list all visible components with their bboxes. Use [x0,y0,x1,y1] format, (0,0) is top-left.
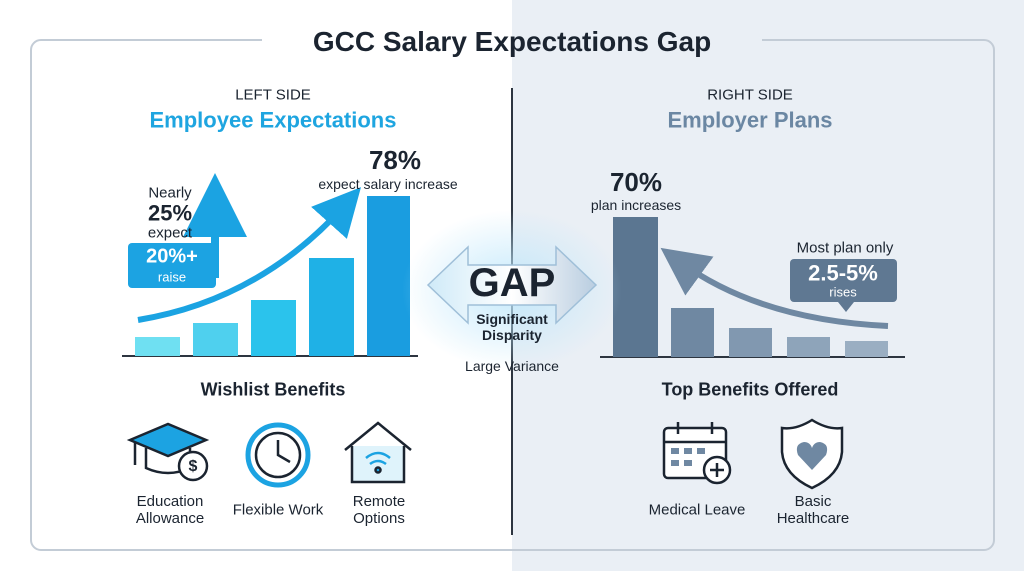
left-bars [122,196,418,357]
callout-prefix: Most plan only [796,239,894,257]
bar [309,258,354,356]
gap-label: GAP [468,261,556,305]
badge-value: 2.5-5% [808,260,878,286]
right-badge [790,259,897,302]
benefit-label: Education Allowance [135,492,205,527]
icon-education: $ [126,422,210,482]
bar [845,341,888,357]
badge-text: rises [829,284,857,300]
title: GCC Salary Expectations Gap [312,25,712,57]
callout-value: 25% [147,200,193,226]
headline-value: 70% [609,167,663,198]
title-background-right [512,22,762,62]
heading: Employer Plans [667,107,833,133]
gap-subtitle: Significant Disparity [476,310,548,343]
bar [671,308,714,357]
headline-value: 78% [368,145,422,176]
side-label: LEFT SIDE [235,86,311,104]
right-bars [600,217,905,358]
badge-value: 20%+ [146,245,198,268]
icon-clock [245,422,311,488]
benefits-title: Wishlist Benefits [200,379,346,400]
bar [135,337,180,356]
svg-text:$: $ [189,458,198,475]
headline-text: expect salary increase [318,175,458,192]
badge-pointer [838,302,854,312]
callout-prefix: Nearly [148,184,192,202]
icon-home [344,421,412,484]
benefit-label: Medical Leave [648,501,746,519]
callout-text: expect [147,224,193,242]
icon-shield [780,418,844,490]
decline-arrow [660,247,889,329]
badge-text: raise [157,269,187,285]
left-badge [128,243,216,288]
icon-calendar [662,422,732,485]
benefit-label: Remote Options [352,492,406,527]
bar [193,323,238,356]
gap-arrow [426,245,598,325]
bar [251,300,296,356]
heading: Employee Expectations [149,107,397,133]
bar [787,337,830,357]
benefit-label: Flexible Work [232,501,324,519]
benefit-label: Basic Healthcare [776,492,850,527]
gap-note: Large Variance [465,357,559,374]
side-label: RIGHT SIDE [707,86,793,104]
trend-arrow [137,187,362,323]
bar [729,328,772,357]
bar [367,196,410,356]
headline-text: plan increases [590,196,682,213]
benefits-title: Top Benefits Offered [661,379,839,400]
